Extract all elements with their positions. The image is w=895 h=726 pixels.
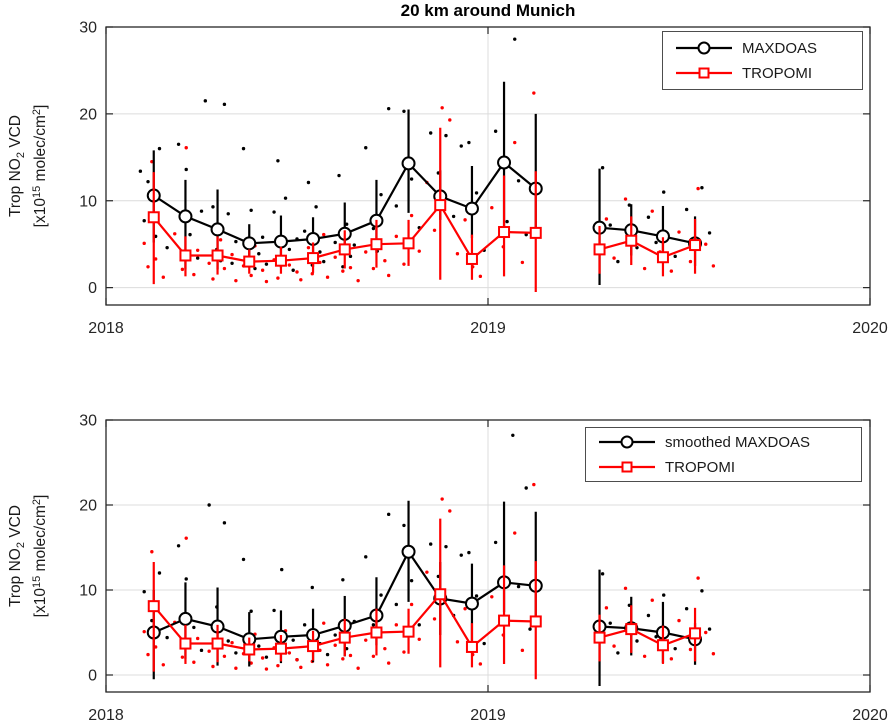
- svg-text:0: 0: [88, 668, 97, 685]
- svg-text:10: 10: [79, 583, 97, 600]
- svg-text:Trop NO2 VCD: Trop NO2 VCD: [7, 115, 27, 217]
- legend-label-smoothed-maxdoas: smoothed MAXDOAS: [665, 433, 811, 451]
- svg-text:[x1015 molec/cm2]: [x1015 molec/cm2]: [31, 495, 49, 618]
- gridlines: [106, 27, 870, 305]
- legend-entry-maxdoas: MAXDOAS: [663, 37, 862, 59]
- svg-text:Trop NO2 VCD: Trop NO2 VCD: [7, 505, 27, 607]
- tick-labels: 0 10 20 30 2018 2019 2020: [79, 413, 888, 725]
- tropomi-line-marker-icon: [599, 461, 655, 473]
- black-series: [146, 500, 703, 687]
- tropomi-line-marker-icon: [676, 67, 732, 79]
- tick-marks: [105, 26, 871, 305]
- svg-text:30: 30: [79, 20, 97, 37]
- red-series: [147, 127, 702, 292]
- svg-text:10: 10: [79, 193, 97, 210]
- svg-text:0: 0: [88, 280, 97, 297]
- svg-text:2019: 2019: [470, 320, 506, 337]
- legend-bottom-panel: smoothed MAXDOAS TROPOMI: [585, 427, 862, 482]
- red-series: [147, 518, 702, 680]
- legend-label-maxdoas: MAXDOAS: [742, 39, 818, 57]
- svg-text:[x1015 molec/cm2]: [x1015 molec/cm2]: [31, 105, 49, 228]
- legend-top-panel: MAXDOAS TROPOMI: [662, 31, 863, 90]
- svg-text:2018: 2018: [88, 707, 124, 724]
- svg-text:20: 20: [79, 106, 97, 123]
- panel-monthly: 0 10 20 30 2018 2019 2020 Trop NO2 VCD[x1015 mo…: [7, 20, 888, 338]
- chart-title: 20 km around Munich: [400, 1, 576, 20]
- smoothed-maxdoas-line-marker-icon: [599, 435, 655, 449]
- svg-text:2020: 2020: [852, 320, 888, 337]
- y-axis-label: Trop NO2 VCD[x1015 molec/cm2]: [7, 495, 49, 618]
- tick-marks: [105, 419, 871, 692]
- gridlines: [106, 420, 870, 692]
- legend-entry-tropomi: TROPOMI: [663, 62, 862, 84]
- svg-text:2018: 2018: [88, 320, 124, 337]
- legend-label-tropomi: TROPOMI: [742, 64, 812, 82]
- tick-labels: 0 10 20 30 2018 2019 2020: [79, 20, 888, 338]
- svg-text:30: 30: [79, 413, 97, 430]
- svg-text:2019: 2019: [470, 707, 506, 724]
- legend-label-tropomi-2: TROPOMI: [665, 458, 735, 476]
- y-axis-label: Trop NO2 VCD[x1015 molec/cm2]: [7, 105, 49, 228]
- legend-entry-tropomi-2: TROPOMI: [586, 456, 861, 478]
- svg-text:2020: 2020: [852, 707, 888, 724]
- maxdoas-line-marker-icon: [676, 41, 732, 55]
- legend-entry-smoothed-maxdoas: smoothed MAXDOAS: [586, 431, 861, 453]
- daily-scatter-red: [142, 91, 716, 284]
- panel-smoothed: 0 10 20 30 2018 2019 2020 Trop NO2 VCD[x1015 mo…: [7, 413, 888, 725]
- svg-text:20: 20: [79, 498, 97, 515]
